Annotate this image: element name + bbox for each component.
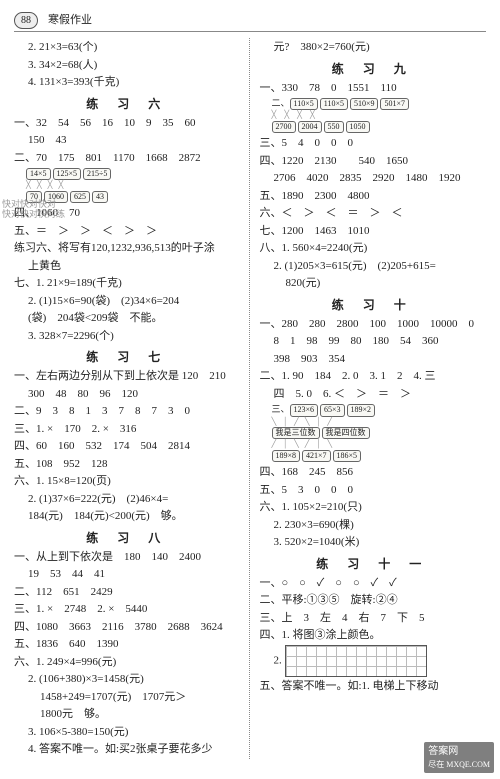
text-line: 1458+249=1707(元) 1707元＞ (14, 689, 241, 706)
grid-figure (285, 645, 427, 677)
matching-diagram: 14×5 125×5 215÷5 ╳ ╳ ╳ ╳ 70 1060 625 43 (26, 168, 241, 203)
text-line: 2. (1)15×6=90(袋) (2)34×6=204 (14, 293, 241, 310)
text-line: 六、1. 15×8=120(页) (14, 473, 241, 490)
text-line: 上黄色 (14, 258, 241, 275)
text-line: 2. 230×3=690(棵) (260, 517, 487, 534)
grid-answer: 2. (260, 645, 487, 677)
text-line: 练习六、将写有120,1232,936,513的叶子涂 (14, 240, 241, 257)
section-title-ex9: 练 习 九 (260, 60, 487, 78)
matching-diagram: 二、 110×5 110×5 510×9 501×7 ╳ ╳ ╳ ╳ 2700 … (272, 98, 487, 133)
text-line: 3. 106×5-380=150(元) (14, 724, 241, 741)
text-line: 1800元 够。 (14, 706, 241, 723)
text-line: 五、108 952 128 (14, 456, 241, 473)
text-line: 二、9 3 8 1 3 7 8 7 3 0 (14, 403, 241, 420)
text-line: 三、5 4 0 0 0 (260, 135, 487, 152)
text-line: 四、60 160 532 174 504 2814 (14, 438, 241, 455)
text-line: 五、1836 640 1390 (14, 636, 241, 653)
side-watermark: 快对快对快对 快对快对快对练 (2, 200, 65, 220)
text-line: 820(元) (260, 275, 487, 292)
text-line: 二、112 651 2429 (14, 584, 241, 601)
text-line: 2706 4020 2835 2920 1480 1920 (260, 170, 487, 187)
right-column: 元? 380×2=760(元) 练 习 九 一、330 78 0 1551 11… (260, 38, 487, 759)
page: 88 寒假作业 快对快对快对 快对快对快对练 2. 21×3=63(个) 3. … (0, 0, 500, 779)
text-line: 398 903 354 (260, 351, 487, 368)
text-line: 七、1200 1463 1010 (260, 223, 487, 240)
text-line: 2. 21×3=63(个) (14, 39, 241, 56)
text-line: 一、从上到下依次是 180 140 2400 (14, 549, 241, 566)
text-line: 六、1. 249×4=996(元) (14, 654, 241, 671)
text-line: 三、1. × 170 2. × 316 (14, 421, 241, 438)
text-line: 元? 380×2=760(元) (260, 39, 487, 56)
text-line: 四、1080 3663 2116 3780 2688 3624 (14, 619, 241, 636)
text-line: 四、168 245 856 (260, 464, 487, 481)
text-line: 四、1220 2130 540 1650 (260, 153, 487, 170)
book-title: 寒假作业 (48, 12, 92, 29)
page-number-badge: 88 (14, 12, 38, 29)
text-line: 七、1. 21×9=189(千克) (14, 275, 241, 292)
text-line: 五、1890 2300 4800 (260, 188, 487, 205)
text-line: 3. 520×2=1040(米) (260, 534, 487, 551)
text-line: 一、左右两边分别从下到上依次是 120 210 (14, 368, 241, 385)
text-line: 四、1. 将图③涂上颜色。 (260, 627, 487, 644)
text-line: 2. (1)37×6=222(元) (2)46×4= (14, 491, 241, 508)
text-line: 六、＜ ＞ ＜ ＝ ＞ ＜ (260, 205, 487, 222)
page-header: 88 寒假作业 (14, 12, 486, 32)
section-title-ex10: 练 习 十 (260, 296, 487, 314)
left-column: 2. 21×3=63(个) 3. 34×2=68(人) 4. 131×3=393… (14, 38, 250, 759)
text-line: 二、70 175 801 1170 1668 2872 (14, 150, 241, 167)
text-line: 2. (1)205×3=615(元) (2)205+615= (260, 258, 487, 275)
text-line: 一、32 54 56 16 10 9 35 60 (14, 115, 241, 132)
text-line: 4. 答案不唯一。如:买2张桌子要花多少 (14, 741, 241, 758)
section-title-ex7: 练 习 七 (14, 348, 241, 366)
text-line: 300 48 80 96 120 (14, 386, 241, 403)
text-line: 四 5. 0 6. ＜ ＞ ＝ ＞ (260, 386, 487, 403)
section-title-ex11: 练 习 十 一 (260, 555, 487, 573)
text-line: 3. 328×7=2296(个) (14, 328, 241, 345)
text-line: 二、平移:①③⑤ 旋转:②④ (260, 592, 487, 609)
text-line: 五、＝ ＞ ＞ ＜ ＞ ＞ (14, 223, 241, 240)
text-line: 六、1. 105×2=210(只) (260, 499, 487, 516)
corner-watermark: 答案网 尽在 MXQE.COM (424, 742, 494, 773)
text-line: 一、280 280 2800 100 1000 10000 0 (260, 316, 487, 333)
text-line: 150 43 (14, 132, 241, 149)
text-line: 3. 34×2=68(人) (14, 57, 241, 74)
text-line: 八、1. 560×4=2240(元) (260, 240, 487, 257)
text-line: 三、上 3 左 4 右 7 下 5 (260, 610, 487, 627)
text-line: 二、1. 90 184 2. 0 3. 1 2 4. 三 (260, 368, 487, 385)
text-line: 184(元) 184(元)<200(元) 够。 (14, 508, 241, 525)
text-line: 19 53 44 41 (14, 566, 241, 583)
text-line: 五、答案不唯一。如:1. 电梯上下移动 (260, 678, 487, 695)
section-title-ex6: 练 习 六 (14, 95, 241, 113)
text-line: 一、○ ○ ✓ ○ ○ ✓ ✓ (260, 575, 487, 592)
section-title-ex8: 练 习 八 (14, 529, 241, 547)
text-line: 2. (106+380)×3=1458(元) (14, 671, 241, 688)
text-line: 4. 131×3=393(千克) (14, 74, 241, 91)
text-line: 一、330 78 0 1551 110 (260, 80, 487, 97)
text-line: 8 1 98 99 80 180 54 360 (260, 333, 487, 350)
text-line: 五、5 3 0 0 0 (260, 482, 487, 499)
two-column-layout: 2. 21×3=63(个) 3. 34×2=68(人) 4. 131×3=393… (14, 38, 486, 759)
matching-diagram: 三、 123×6 65×3 189×2 ╲ │ ╱ ╲ │ ╱ 我是三位数 我是… (272, 404, 487, 462)
text-line: 三、1. × 2748 2. × 5440 (14, 601, 241, 618)
text-line: (袋) 204袋<209袋 不能。 (14, 310, 241, 327)
